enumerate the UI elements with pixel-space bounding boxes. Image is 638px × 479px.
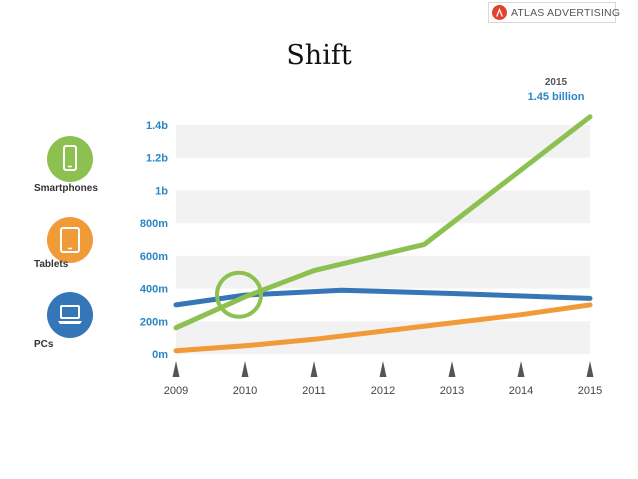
y-tick-label: 200m [140, 316, 168, 328]
legend-circle-smartphones [47, 136, 93, 182]
x-tick-label: 2009 [164, 385, 188, 397]
grid-band [176, 125, 590, 158]
x-tick-marker [172, 361, 180, 377]
grid-band [176, 321, 590, 354]
logo-text: ATLAS ADVERTISING [511, 7, 621, 19]
y-tick-label: 1.4b [146, 120, 168, 132]
y-tick-label: 600m [140, 251, 168, 263]
annotation-year: 2015 [545, 77, 568, 88]
legend-label-smartphones: Smartphones [34, 183, 98, 194]
y-tick-label: 400m [140, 284, 168, 296]
chart-title: Shift [286, 40, 352, 71]
smartphone-icon [47, 136, 93, 187]
legend-label-tablets: Tablets [34, 259, 69, 270]
legend-circle-pcs [47, 292, 93, 338]
x-tick-marker [448, 361, 456, 377]
x-tick-marker [310, 361, 318, 377]
x-tick-label: 2013 [440, 385, 464, 397]
series-line-pcs [173, 287, 593, 308]
x-tick-marker [241, 361, 249, 377]
x-tick-marker [517, 361, 525, 377]
x-tick-label: 2012 [371, 385, 395, 397]
x-tick-label: 2010 [233, 385, 257, 397]
legend-label-pcs: PCs [34, 339, 54, 350]
x-tick-label: 2014 [509, 385, 533, 397]
atlas-logo-icon [492, 5, 507, 20]
y-tick-label: 1b [155, 185, 168, 197]
y-tick-label: 800m [140, 218, 168, 230]
x-tick-marker [586, 361, 594, 377]
crossover-highlight-circle [215, 270, 263, 319]
x-tick-label: 2011 [302, 385, 326, 397]
x-tick-marker [379, 361, 387, 377]
atlas-advertising-logo: ATLAS ADVERTISING [488, 2, 620, 23]
legend-circle-tablets [47, 217, 93, 263]
grid-band [176, 190, 590, 224]
annotation-value: 1.45 billion [528, 91, 585, 103]
x-tick-label: 2015 [578, 385, 602, 397]
y-tick-label: 1.2b [146, 153, 168, 165]
y-tick-label: 0m [152, 349, 168, 361]
series-line-tablets [173, 302, 593, 354]
laptop-icon [47, 292, 93, 343]
tablet-icon [47, 217, 93, 268]
